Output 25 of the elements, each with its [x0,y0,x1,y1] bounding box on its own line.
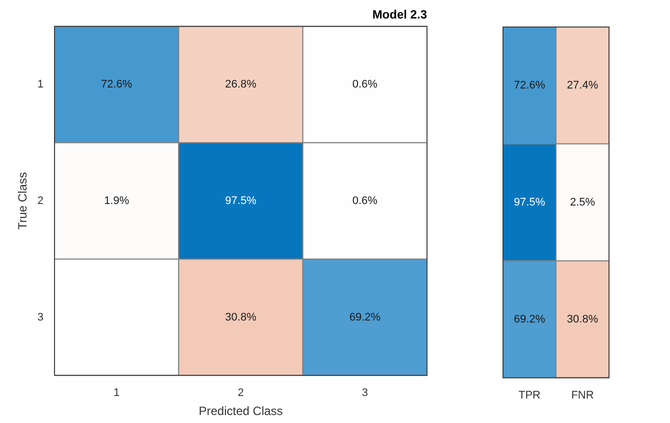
x-tick-label: TPR [518,389,541,402]
data-label: 27.4% [566,80,598,92]
y-tick-label: 2 [37,194,44,207]
chart-title: Model 2.3 [372,8,428,22]
x-tick-label: FNR [571,389,594,402]
y-axis-title: True Class [16,172,30,230]
x-axis-title: Predicted Class [198,404,283,418]
data-label: 26.8% [225,78,257,91]
data-label: 30.8% [566,313,598,326]
data-label: 72.6% [514,80,546,92]
y-tick-label: 1 [37,78,44,91]
data-label: 72.6% [100,78,132,91]
y-tick-label: 3 [37,311,44,324]
data-label: 69.2% [349,311,381,324]
data-label: 1.9% [104,194,130,207]
data-label: 97.5% [514,196,546,208]
data-label: 30.8% [225,311,257,324]
data-label: 97.5% [225,194,257,207]
x-tick-label: 3 [362,387,368,400]
data-label: 69.2% [514,313,546,326]
x-tick-label: 1 [114,387,120,400]
data-label: 0.6% [352,194,378,207]
x-tick-label: 2 [238,387,244,400]
data-label: 2.5% [570,196,596,208]
data-label: 0.6% [352,78,378,91]
